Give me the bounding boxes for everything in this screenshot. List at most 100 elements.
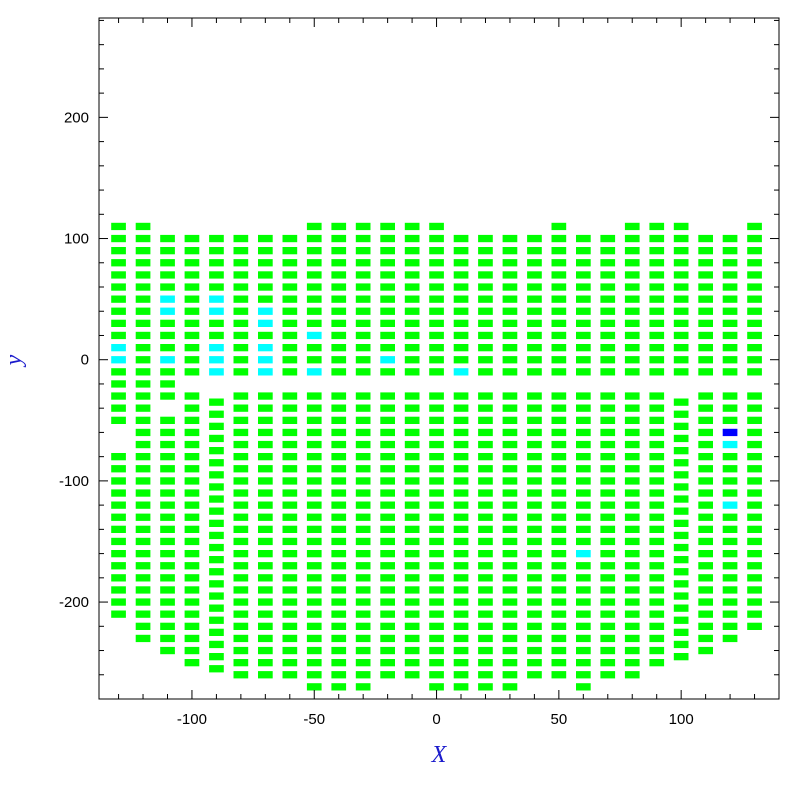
detector-cell	[135, 453, 151, 461]
detector-cell	[258, 440, 273, 449]
detector-cell	[160, 331, 175, 340]
detector-cell	[600, 598, 616, 606]
detector-cell	[160, 489, 175, 497]
detector-cell	[478, 319, 493, 327]
detector-cell	[453, 465, 469, 473]
detector-cell	[331, 659, 347, 667]
detector-cell	[209, 459, 224, 467]
detector-cell	[551, 295, 567, 303]
detector-cell	[502, 356, 518, 364]
detector-cell	[429, 222, 444, 231]
detector-cell	[380, 659, 395, 667]
detector-cell	[429, 477, 444, 485]
detector-cell	[282, 586, 298, 594]
detector-cell	[282, 562, 298, 570]
detector-cell	[478, 683, 493, 691]
detector-cell	[404, 610, 420, 618]
detector-cell	[673, 434, 689, 443]
detector-cell	[600, 646, 616, 655]
detector-cell	[111, 525, 126, 533]
detector-cell	[111, 259, 126, 267]
detector-cell	[722, 622, 738, 630]
detector-cell	[527, 550, 542, 558]
detector-cell	[282, 234, 298, 243]
detector-cell	[184, 550, 200, 558]
detector-cell	[722, 234, 738, 243]
detector-cell	[600, 622, 616, 630]
detector-cell	[429, 416, 444, 424]
detector-cell	[673, 331, 689, 340]
detector-cell	[429, 671, 444, 679]
detector-cell	[478, 525, 493, 533]
detector-cell	[698, 562, 713, 570]
detector-cell	[478, 344, 493, 352]
detector-cell	[576, 259, 591, 267]
detector-cell	[160, 416, 175, 424]
detector-cell	[698, 404, 713, 412]
detector-cell	[478, 537, 493, 546]
detector-cell	[380, 622, 395, 630]
detector-cell	[698, 271, 713, 279]
detector-cell	[111, 331, 126, 340]
detector-cell	[576, 283, 591, 291]
detector-cell	[184, 271, 200, 279]
detector-cell	[453, 671, 469, 679]
detector-cell	[331, 247, 347, 255]
detector-cell	[502, 622, 518, 630]
detector-cell	[184, 295, 200, 303]
detector-cell	[747, 259, 762, 267]
detector-cell	[135, 586, 151, 594]
detector-cell	[233, 477, 249, 485]
detector-cell	[698, 440, 713, 449]
detector-cell	[258, 659, 273, 667]
detector-cell	[673, 356, 689, 364]
detector-cell	[258, 513, 273, 521]
detector-cell	[160, 392, 175, 400]
detector-cell	[624, 586, 640, 594]
detector-cell	[624, 598, 640, 606]
detector-cell	[722, 392, 738, 400]
detector-cell	[380, 271, 395, 279]
detector-cell	[576, 271, 591, 279]
detector-cell	[502, 319, 518, 327]
detector-cell	[747, 440, 762, 449]
detector-cell	[209, 471, 224, 479]
detector-cell	[233, 574, 249, 582]
detector-cell	[527, 671, 542, 679]
detector-cell	[478, 453, 493, 461]
detector-cell	[600, 247, 616, 255]
detector-cell	[209, 271, 224, 279]
detector-cell	[624, 271, 640, 279]
detector-cell	[404, 416, 420, 424]
detector-cell	[673, 344, 689, 352]
detector-cell	[111, 562, 126, 570]
detector-cell	[380, 562, 395, 570]
detector-cell	[404, 525, 420, 533]
detector-cell	[600, 574, 616, 582]
detector-cell	[747, 283, 762, 291]
detector-cell	[576, 416, 591, 424]
detector-cell	[306, 271, 322, 279]
detector-cell	[184, 465, 200, 473]
detector-cell	[722, 416, 738, 424]
detector-cell	[135, 392, 151, 400]
detector-cell	[600, 307, 616, 315]
detector-cell	[184, 428, 200, 437]
detector-cell	[502, 501, 518, 509]
detector-cell	[624, 477, 640, 485]
detector-cell	[502, 283, 518, 291]
detector-cell	[258, 586, 273, 594]
detector-cell	[673, 222, 689, 231]
detector-cell	[135, 489, 151, 497]
detector-cell	[698, 634, 713, 643]
detector-cell	[551, 465, 567, 473]
detector-cell	[747, 513, 762, 521]
detector-cell	[380, 453, 395, 461]
detector-cell	[160, 283, 175, 291]
detector-cell	[160, 562, 175, 570]
detector-cell	[576, 671, 591, 679]
detector-cell	[184, 598, 200, 606]
detector-cell	[673, 459, 689, 467]
detector-cell	[551, 222, 567, 231]
detector-cell	[673, 307, 689, 315]
